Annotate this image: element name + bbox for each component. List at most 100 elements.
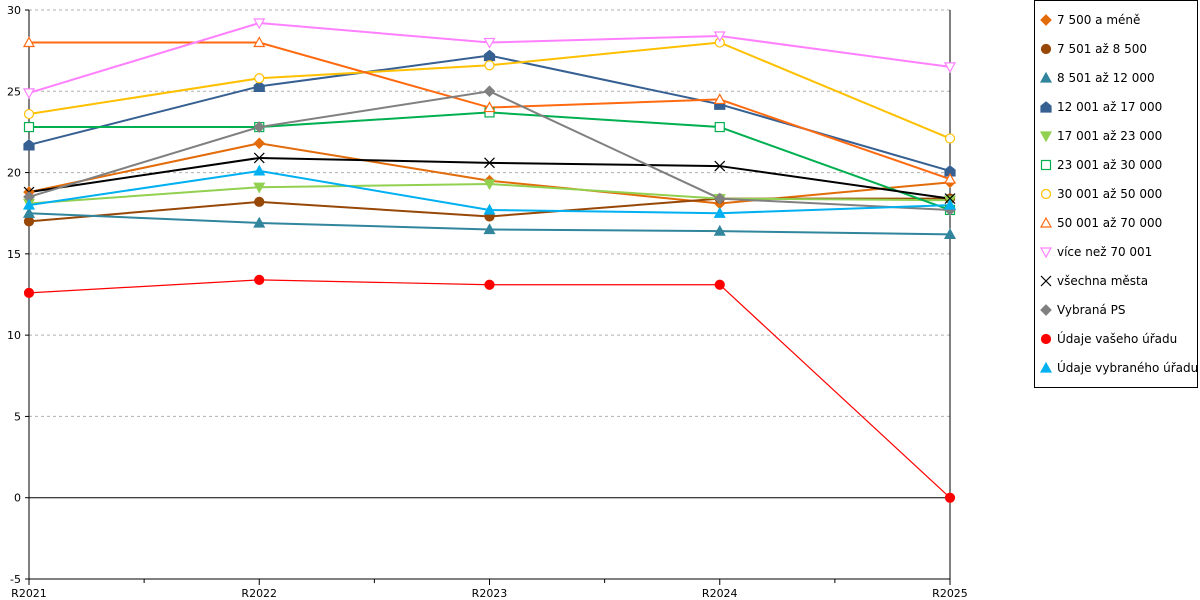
data-point <box>713 93 726 105</box>
legend-marker-icon <box>1039 361 1053 373</box>
data-point <box>22 88 36 100</box>
y-tick-label: 10 <box>7 329 21 342</box>
legend-marker-icon <box>1040 14 1052 26</box>
legend-marker-icon <box>1039 131 1053 143</box>
data-point <box>253 182 266 194</box>
legend-item: 7 501 až 8 500 <box>1039 39 1147 59</box>
legend-marker <box>1039 361 1053 373</box>
data-point <box>943 198 957 210</box>
data-point <box>483 37 496 49</box>
data-point <box>22 198 36 210</box>
legend-item: více než 70 001 <box>1039 242 1152 262</box>
axes <box>25 9 951 585</box>
legend-label: 50 001 až 70 000 <box>1057 216 1163 230</box>
data-point <box>944 193 956 205</box>
data-point <box>253 216 266 228</box>
legend-item: 17 001 až 23 000 <box>1039 126 1162 146</box>
y-tick-label: 5 <box>14 410 21 423</box>
x-tick-label: R2023 <box>472 587 508 600</box>
y-tick-label: 25 <box>7 85 21 98</box>
x-tick-label: R2022 <box>241 587 277 600</box>
data-point <box>483 85 496 98</box>
legend-label: 7 500 a méně <box>1057 13 1141 27</box>
data-point <box>714 121 725 133</box>
legend-marker-icon <box>1039 71 1053 83</box>
data-point <box>254 274 265 285</box>
legend-item: všechna města <box>1039 271 1148 291</box>
data-point <box>253 36 266 48</box>
data-point <box>483 223 496 235</box>
legend-item: Údaje vybraného úřadu <box>1039 358 1198 378</box>
legend-item: 12 001 až 17 000 <box>1039 97 1162 117</box>
data-point <box>944 492 956 503</box>
data-point <box>713 192 726 205</box>
data-point <box>253 164 266 176</box>
data-point <box>253 152 265 164</box>
y-tick-label: -5 <box>10 573 21 586</box>
legend-marker <box>1040 43 1052 55</box>
data-point <box>944 133 956 144</box>
legend-marker <box>1040 275 1052 287</box>
legend-label: Údaje vybraného úřadu <box>1057 361 1199 375</box>
legend-marker <box>1040 188 1052 200</box>
legend-marker-icon <box>1040 159 1052 171</box>
data-point <box>23 287 35 298</box>
data-point <box>23 139 35 151</box>
y-tick-label: 0 <box>14 492 21 505</box>
legend: 7 500 a méně 7 501 až 8 500 8 501 až 12 00… <box>1034 0 1198 388</box>
legend-marker <box>1040 159 1052 171</box>
legend-item: 8 501 až 12 000 <box>1039 68 1155 88</box>
data-point <box>22 206 36 218</box>
legend-marker <box>1039 71 1053 83</box>
data-point <box>253 18 266 30</box>
data-point <box>22 36 36 48</box>
data-point <box>943 62 957 74</box>
data-point <box>483 179 496 191</box>
legend-marker <box>1040 14 1052 26</box>
legend-item: Vybraná PS <box>1039 300 1126 320</box>
legend-label: 23 001 až 30 000 <box>1057 158 1163 172</box>
data-point <box>484 60 495 71</box>
legend-item: 7 500 a méně <box>1039 10 1140 30</box>
data-point <box>23 108 35 120</box>
data-point <box>714 279 725 290</box>
x-tick-label: R2024 <box>702 587 738 600</box>
data-point <box>254 196 265 207</box>
data-point <box>253 137 266 150</box>
legend-label: 30 001 až 50 000 <box>1057 187 1163 201</box>
y-tick-label: 30 <box>7 4 21 17</box>
legend-marker <box>1040 333 1052 345</box>
x-tick-label: R2021 <box>11 587 47 600</box>
legend-marker <box>1039 247 1053 259</box>
data-point <box>713 206 726 218</box>
legend-marker-icon <box>1040 304 1052 316</box>
data-point <box>483 49 496 62</box>
legend-item: 50 001 až 70 000 <box>1039 213 1162 233</box>
data-point <box>714 160 726 172</box>
data-point <box>483 203 496 215</box>
legend-marker <box>1039 131 1053 143</box>
data-point <box>253 121 266 133</box>
legend-label: Vybraná PS <box>1057 303 1126 317</box>
series-markers <box>22 18 957 503</box>
legend-marker-icon <box>1040 275 1052 287</box>
legend-item: 30 001 až 50 000 <box>1039 184 1162 204</box>
data-point <box>253 80 265 93</box>
legend-marker-icon <box>1040 333 1052 345</box>
data-point <box>943 172 957 184</box>
data-point <box>23 216 35 227</box>
data-point <box>23 121 35 133</box>
legend-label: Údaje vašeho úřadu <box>1057 332 1178 346</box>
legend-label: více než 70 001 <box>1057 245 1153 259</box>
tick-labels: -5 0 5 10 15 20 25 30 R2021 R2022 R2023 R2024 R2025 <box>7 4 968 600</box>
data-point <box>484 157 495 169</box>
x-tick-label: R2025 <box>932 587 968 600</box>
legend-label: 12 001 až 17 000 <box>1057 100 1163 114</box>
legend-marker-icon <box>1039 216 1053 228</box>
legend-marker-icon <box>1040 101 1052 113</box>
series-line <box>28 279 951 499</box>
legend-marker-icon <box>1040 188 1052 200</box>
data-point <box>484 279 495 290</box>
data-point <box>483 101 496 113</box>
legend-label: 7 501 až 8 500 <box>1057 42 1147 56</box>
